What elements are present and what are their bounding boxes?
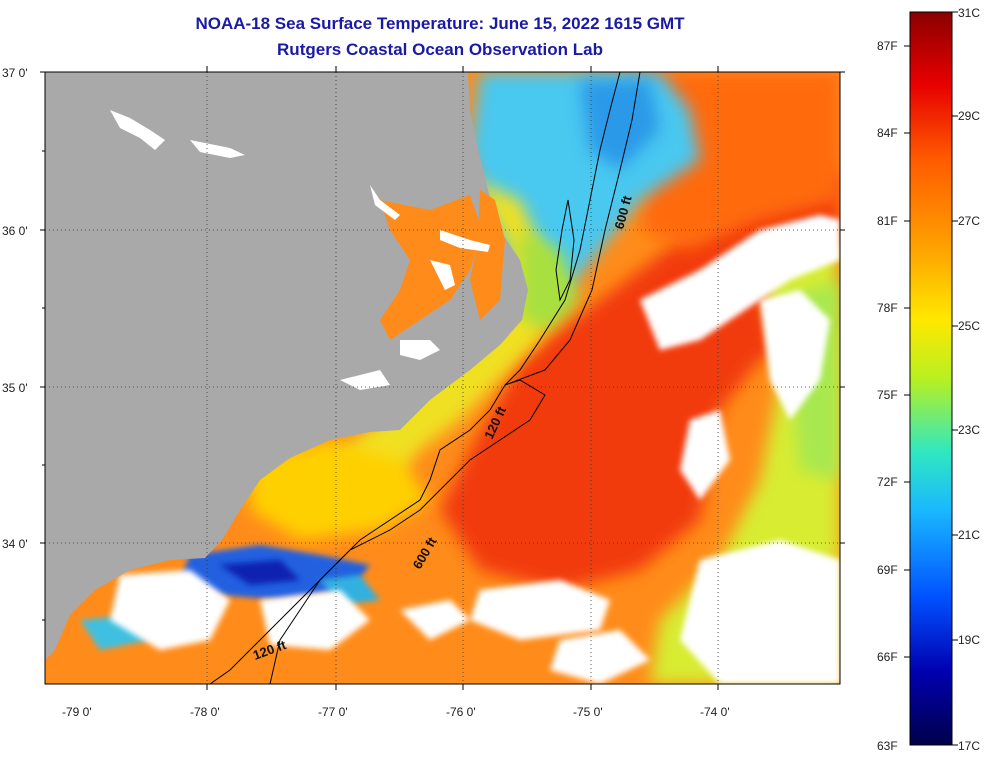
latitude-labels: 37 0' 36 0' 35 0' 34 0' [2, 66, 28, 551]
cb-f-66: 66F [877, 650, 898, 664]
cb-c-29: 29C [958, 109, 980, 123]
lon-label-78: -78 0' [190, 705, 220, 719]
lon-label-76: -76 0' [446, 705, 476, 719]
cb-f-63: 63F [877, 739, 898, 753]
lat-label-36: 36 0' [2, 224, 28, 238]
map-frame [44, 71, 841, 685]
lat-label-34: 34 0' [2, 537, 28, 551]
cb-c-27: 27C [958, 214, 980, 228]
cb-f-75: 75F [877, 388, 898, 402]
cb-f-69: 69F [877, 563, 898, 577]
contour-120ft [209, 72, 621, 684]
cb-f-84: 84F [877, 126, 898, 140]
lon-label-79: -79 0' [62, 705, 92, 719]
graticule [45, 72, 840, 684]
lat-label-35: 35 0' [2, 381, 28, 395]
lon-label-74: -74 0' [700, 705, 730, 719]
map-subtitle: Rutgers Coastal Ocean Observation Lab [277, 40, 603, 59]
sst-raster [45, 72, 840, 684]
colorbar-fahrenheit-labels: 87F 84F 81F 78F 75F 72F 69F 66F 63F [877, 39, 898, 753]
cb-f-81: 81F [877, 214, 898, 228]
cb-c-31: 31C [958, 6, 980, 20]
cb-c-25: 25C [958, 319, 980, 333]
colorbar-celsius-labels: 31C 29C 27C 25C 23C 21C 19C 17C [958, 6, 980, 753]
lon-label-75: -75 0' [573, 705, 603, 719]
cb-c-23: 23C [958, 423, 980, 437]
cb-f-87: 87F [877, 39, 898, 53]
colorbar-ticks [904, 11, 958, 746]
lat-label-37: 37 0' [2, 66, 28, 80]
map-title: NOAA-18 Sea Surface Temperature: June 15… [195, 14, 685, 33]
cb-c-17: 17C [958, 739, 980, 753]
lon-label-77: -77 0' [318, 705, 348, 719]
cb-f-78: 78F [877, 301, 898, 315]
cb-c-19: 19C [958, 633, 980, 647]
colorbar [909, 11, 953, 746]
longitude-labels: -79 0' -78 0' -77 0' -76 0' -75 0' -74 0… [62, 705, 730, 719]
cb-c-21: 21C [958, 528, 980, 542]
cb-f-72: 72F [877, 475, 898, 489]
axis-ticks [40, 66, 845, 690]
